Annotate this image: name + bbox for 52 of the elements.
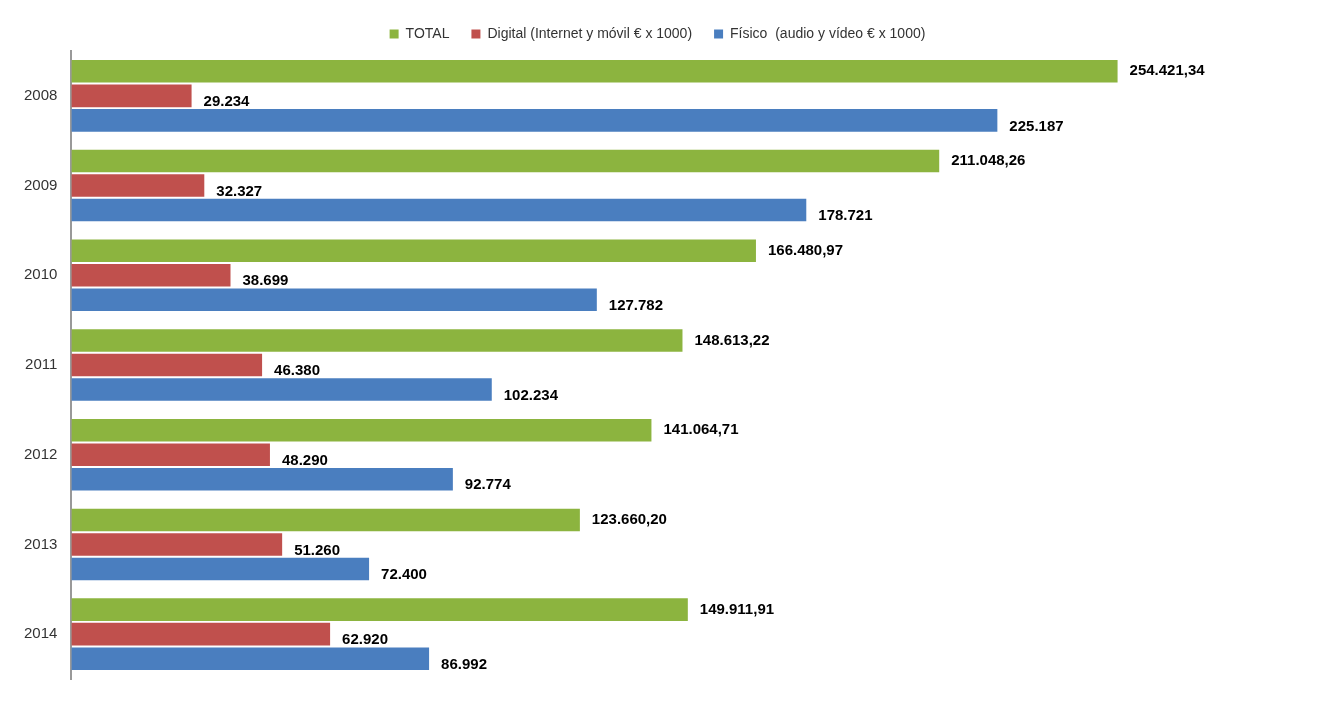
bar bbox=[71, 329, 683, 352]
data-label: 86.992 bbox=[441, 654, 487, 672]
data-label: 254.421,34 bbox=[1129, 61, 1206, 79]
data-label: 92.774 bbox=[464, 475, 512, 493]
bar bbox=[71, 264, 231, 287]
bar bbox=[71, 533, 283, 556]
bar bbox=[71, 598, 688, 621]
data-label: 51.260 bbox=[294, 540, 341, 558]
bar bbox=[71, 84, 192, 108]
y-tick-label: 2010 bbox=[23, 265, 58, 283]
data-label: 123.660,20 bbox=[591, 510, 667, 528]
data-label: 46.380 bbox=[274, 361, 320, 379]
data-label: 178.721 bbox=[818, 206, 873, 224]
data-label: 72.400 bbox=[381, 565, 427, 583]
bar bbox=[71, 622, 331, 646]
legend-label: Físico (audio y vídeo € x 1000) bbox=[730, 24, 926, 41]
bar bbox=[71, 443, 270, 466]
data-label: 211.048,26 bbox=[951, 151, 1026, 169]
y-tick-label: 2008 bbox=[23, 86, 58, 103]
data-label: 38.699 bbox=[242, 271, 289, 289]
y-tick-label: 2014 bbox=[23, 624, 58, 642]
data-label: 166.480,97 bbox=[767, 240, 844, 258]
y-tick-label: 2011 bbox=[25, 355, 58, 373]
bar bbox=[71, 557, 370, 581]
data-label: 32.327 bbox=[216, 181, 263, 199]
data-label: 148.613,22 bbox=[694, 330, 770, 348]
bar bbox=[71, 647, 430, 670]
legend-label: TOTAL bbox=[405, 24, 450, 41]
bar bbox=[71, 467, 453, 491]
data-label: 48.290 bbox=[281, 450, 328, 468]
data-label: 149.911,91 bbox=[699, 599, 775, 617]
bar bbox=[71, 288, 597, 312]
legend-label: Digital (Internet y móvil € x 1000) bbox=[487, 24, 693, 41]
bar bbox=[71, 109, 998, 132]
data-label: 102.234 bbox=[503, 385, 559, 403]
data-label: 127.782 bbox=[608, 295, 664, 313]
data-label: 141.064,71 bbox=[663, 420, 739, 438]
data-label: 62.920 bbox=[342, 630, 388, 648]
bar bbox=[71, 353, 263, 377]
y-tick-label: 2009 bbox=[23, 175, 58, 193]
bar bbox=[71, 174, 205, 197]
bar bbox=[71, 508, 580, 532]
data-label: 29.234 bbox=[203, 92, 251, 109]
bar bbox=[71, 378, 492, 401]
bar bbox=[71, 60, 1118, 83]
bar bbox=[71, 418, 652, 442]
bar bbox=[71, 198, 807, 222]
data-label: 225.187 bbox=[1009, 116, 1064, 134]
bar bbox=[71, 239, 756, 263]
bar bbox=[71, 149, 940, 173]
y-tick-label: 2012 bbox=[23, 444, 58, 462]
y-tick-label: 2013 bbox=[23, 534, 58, 552]
